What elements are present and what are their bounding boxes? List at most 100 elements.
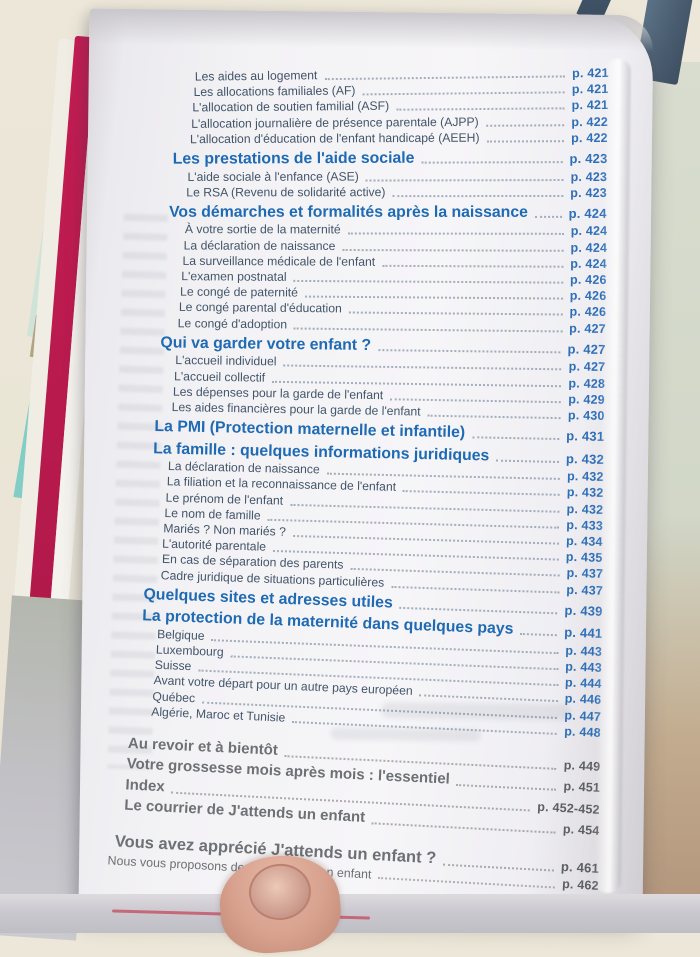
toc-label: La surveillance médicale de l'enfant (182, 254, 375, 270)
fingernail (246, 861, 314, 923)
toc-page-number: p. 421 (571, 82, 609, 97)
toc-label: À votre sortie de la maternité (184, 222, 341, 238)
toc-page-number: p. 422 (571, 130, 609, 145)
toc-page-number: p. 432 (566, 501, 604, 517)
table-of-contents: Les aides au logement p. 421 Les allocat… (107, 60, 609, 896)
toc-label: L'accueil individuel (175, 353, 277, 370)
dotted-leader (427, 414, 561, 420)
toc-row: Le RSA (Revenu de solidarité active) p. … (187, 185, 608, 202)
toc-label: Les allocations familiales (AF) (193, 84, 356, 100)
toc-page-number: p. 437 (565, 582, 603, 598)
toc-page-number: p. 454 (562, 821, 600, 838)
toc-page-number: p. 426 (569, 305, 606, 320)
toc-page-number: p. 437 (565, 566, 603, 582)
dotted-leader (403, 490, 561, 497)
dotted-leader (341, 248, 563, 252)
toc-page-number: p. 423 (569, 150, 608, 166)
dotted-leader (392, 194, 564, 197)
toc-row: À votre sortie de la maternité p. 424 (184, 223, 607, 240)
toc-page-number: p. 427 (567, 340, 606, 357)
toc-label: La déclaration de naissance (183, 238, 335, 254)
toc-page-number: p. 439 (563, 601, 603, 619)
dotted-leader (421, 161, 563, 164)
dotted-leader (396, 107, 565, 112)
toc-page-number: p. 427 (568, 321, 606, 336)
dotted-leader (283, 364, 562, 371)
page-bottom-edge (0, 894, 700, 933)
toc-page-number: p. 428 (568, 375, 606, 391)
toc-page-number: p. 449 (563, 758, 601, 774)
page-top-edge-shadow (89, 8, 654, 52)
dotted-leader (378, 877, 556, 889)
toc-page-number: p. 446 (564, 691, 602, 708)
toc-page-number: p. 448 (563, 724, 602, 740)
toc-page-number: p. 447 (564, 707, 602, 724)
toc-label: L'allocation journalière de présence par… (191, 114, 479, 131)
toc-page-number: p. 426 (569, 288, 607, 304)
dotted-leader (304, 295, 563, 300)
toc-label: Les aides au logement (194, 68, 318, 85)
toc-label: Québec (152, 689, 196, 706)
toc-label: Les prestations de l'aide sociale (172, 149, 415, 168)
toc-label: L'allocation d'éducation de l'enfant han… (190, 130, 480, 147)
dotted-leader (362, 91, 565, 96)
toc-page-number: p. 424 (569, 256, 607, 271)
toc-page-number: p. 424 (570, 224, 607, 239)
toc-row: L'aide sociale à l'enfance (ASE) p. 423 (188, 168, 608, 185)
toc-page-number: p. 451 (563, 779, 601, 796)
toc-page-number: p. 427 (568, 359, 606, 375)
toc-label: Le RSA (Revenu de solidarité active) (186, 185, 386, 200)
toc-label: Suisse (154, 658, 192, 674)
dotted-leader (486, 140, 565, 143)
toc-label: Belgique (156, 627, 205, 644)
toc-label: L'allocation de soutien familial (ASF) (192, 99, 390, 116)
toc-page-number: p. 434 (566, 533, 604, 549)
toc-page-number: p. 435 (566, 550, 604, 566)
toc-page-number: p. 421 (572, 66, 609, 81)
dotted-leader (442, 863, 554, 872)
dotted-leader (472, 436, 560, 441)
dotted-leader (535, 215, 563, 218)
toc-page-number: p. 441 (563, 624, 603, 641)
toc-page-number: p. 444 (564, 675, 602, 692)
toc-page-number: p. 452-452 (537, 799, 601, 817)
dotted-leader (519, 633, 557, 637)
toc-page-number: p. 443 (564, 659, 602, 675)
dotted-leader (377, 348, 561, 354)
toc-page-number: p. 432 (565, 450, 605, 467)
dotted-leader (291, 720, 558, 735)
dotted-leader (347, 232, 564, 236)
toc-page-number: p. 424 (569, 205, 608, 221)
dotted-leader (496, 459, 559, 463)
toc-page-number: p. 423 (570, 185, 608, 200)
dotted-leader (390, 398, 562, 403)
toc-page-number: p. 432 (566, 485, 604, 501)
toc-page-number: p. 421 (571, 98, 609, 113)
dotted-leader (399, 606, 558, 614)
toc-label: Algérie, Maroc et Tunisie (150, 704, 286, 725)
toc-page-number: p. 462 (561, 877, 600, 894)
dotted-leader (366, 178, 564, 182)
toc-label: Index (125, 776, 166, 796)
dotted-leader (485, 123, 565, 127)
toc-label: L'aide sociale à l'enfance (ASE) (187, 169, 360, 184)
toc-page-number: p. 422 (571, 114, 609, 129)
dotted-leader (271, 380, 562, 387)
toc-label: Qui va garder votre enfant ? (160, 333, 372, 354)
toc-label: Le congé d'adoption (177, 316, 287, 332)
toc-label: L'accueil collectif (173, 369, 266, 385)
toc-row: Vos démarches et formalités après la nai… (169, 201, 607, 224)
toc-page-number: p. 424 (569, 240, 607, 255)
dotted-leader (293, 279, 563, 284)
toc-page-number: p. 429 (568, 392, 605, 407)
toc-label: L'examen postnatal (180, 269, 287, 285)
dotted-leader (456, 784, 557, 791)
toc-page-number: p. 433 (566, 517, 604, 533)
toc-label: Le congé de paternité (179, 285, 298, 301)
dotted-leader (371, 821, 556, 834)
toc-page-number: p. 430 (567, 408, 605, 423)
toc-page-number: p. 461 (560, 859, 600, 877)
toc-row: La déclaration de naissance p. 424 (183, 238, 607, 256)
toc-label: Vos démarches et formalités après la nai… (169, 203, 529, 221)
